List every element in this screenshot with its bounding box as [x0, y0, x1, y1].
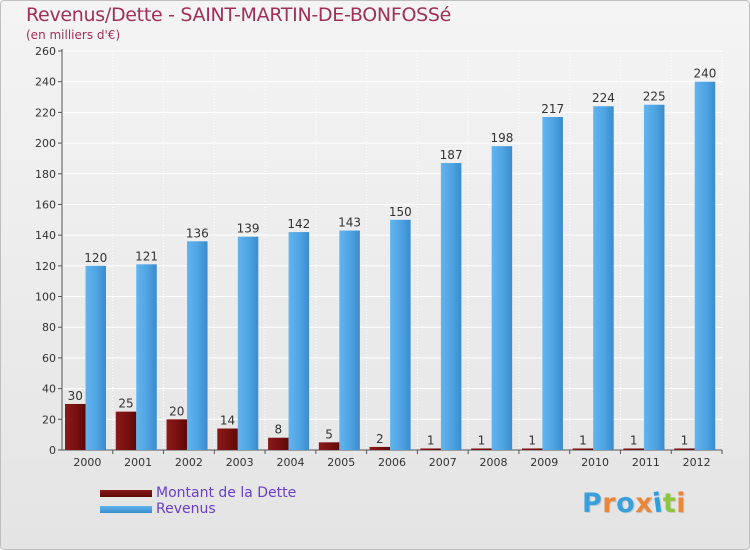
data-label-dette: 25: [118, 397, 133, 411]
bar-dette: [166, 419, 188, 450]
x-tick-label: 2011: [632, 456, 660, 469]
bar-revenus: [187, 241, 208, 450]
bar-revenus: [694, 81, 716, 450]
x-tick-label: 2001: [124, 456, 152, 469]
bar-dette: [268, 437, 289, 450]
data-label-dette: 1: [681, 433, 689, 447]
x-tick-label: 2007: [429, 456, 457, 469]
bar-dette: [674, 448, 695, 450]
bar-dette: [623, 448, 644, 450]
data-label-dette: 8: [275, 423, 283, 437]
data-label-dette: 1: [427, 433, 435, 447]
y-tick-label: 0: [49, 444, 56, 457]
data-label-revenus: 120: [84, 251, 107, 265]
data-label-revenus: 187: [440, 148, 463, 162]
legend-label-revenus: Revenus: [156, 501, 216, 517]
data-label-dette: 1: [528, 433, 536, 447]
chart-title: Revenus/Dette - SAINT-MARTIN-DE-BONFOSSé: [26, 4, 452, 26]
data-label-revenus: 225: [643, 90, 666, 104]
bar-dette: [420, 448, 441, 450]
data-label-dette: 20: [169, 404, 184, 418]
y-tick-label: 140: [35, 229, 56, 242]
bar-dette: [115, 411, 137, 450]
x-tick-label: 2008: [480, 456, 508, 469]
y-tick-label: 40: [42, 383, 56, 396]
data-label-dette: 5: [325, 427, 333, 441]
y-tick-label: 180: [35, 168, 56, 181]
y-tick-label: 120: [35, 260, 56, 273]
data-label-dette: 1: [630, 433, 638, 447]
bar-revenus: [390, 219, 411, 450]
bar-revenus: [339, 230, 360, 450]
y-tick-label: 240: [35, 76, 56, 89]
x-tick-label: 2012: [683, 456, 711, 469]
x-tick-label: 2010: [581, 456, 609, 469]
x-tick-label: 2005: [327, 456, 355, 469]
data-label-dette: 2: [376, 432, 384, 446]
x-tick-label: 2009: [530, 456, 558, 469]
bar-dette: [65, 403, 86, 450]
bar-dette: [217, 428, 238, 450]
bar-revenus: [542, 116, 563, 450]
legend-label-dette: Montant de la Dette: [156, 485, 297, 501]
bar-revenus: [237, 236, 259, 450]
unit-label: (en milliers d'€): [26, 28, 121, 42]
data-label-revenus: 142: [287, 217, 310, 231]
data-label-revenus: 136: [186, 226, 209, 240]
y-tick-label: 100: [35, 291, 56, 304]
data-label-revenus: 121: [135, 249, 158, 263]
bar-revenus: [491, 146, 513, 450]
bar-revenus: [440, 163, 462, 450]
x-tick-label: 2004: [276, 456, 304, 469]
bar-dette: [471, 448, 492, 450]
y-tick-label: 60: [42, 352, 56, 365]
bar-dette: [521, 448, 543, 450]
bar-revenus: [136, 264, 157, 450]
data-label-dette: 1: [478, 433, 486, 447]
y-tick-label: 260: [35, 45, 56, 58]
data-label-revenus: 198: [490, 131, 513, 145]
data-label-revenus: 217: [541, 102, 564, 116]
data-label-revenus: 224: [592, 91, 615, 105]
bar-dette: [318, 442, 340, 450]
bar-revenus: [643, 104, 665, 450]
x-tick-label: 2003: [226, 456, 254, 469]
data-label-dette: 30: [68, 389, 83, 403]
x-tick-label: 2002: [175, 456, 203, 469]
y-tick-label: 200: [35, 137, 56, 150]
y-tick-label: 160: [35, 198, 56, 211]
bar-revenus: [593, 106, 614, 450]
y-tick-label: 20: [42, 413, 56, 426]
legend-swatch-revenus: [100, 506, 152, 513]
data-label-dette: 1: [579, 433, 587, 447]
data-label-dette: 14: [220, 414, 235, 428]
data-label-revenus: 139: [237, 222, 260, 236]
y-tick-label: 80: [42, 321, 56, 334]
legend-swatch-dette: [100, 490, 152, 497]
data-label-revenus: 240: [694, 67, 717, 81]
bar-revenus: [288, 232, 310, 450]
y-tick-label: 220: [35, 106, 56, 119]
x-tick-label: 2000: [73, 456, 101, 469]
bar-dette: [572, 448, 594, 450]
proxiti-logo: Proxiti: [582, 486, 687, 521]
data-label-revenus: 150: [389, 205, 412, 219]
x-tick-label: 2006: [378, 456, 406, 469]
data-label-revenus: 143: [338, 216, 361, 230]
bar-revenus: [85, 265, 106, 450]
bar-dette: [369, 446, 391, 450]
